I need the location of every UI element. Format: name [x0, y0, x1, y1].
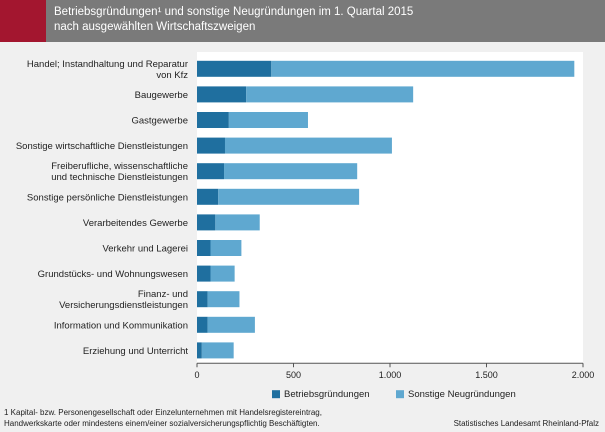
legend-label-sonstige: Sonstige Neugründungen	[408, 389, 516, 400]
legend-swatch-sonstige	[396, 390, 404, 399]
bar-sonstige-neugruendungen	[210, 265, 235, 282]
bar-betriebsgruendungen	[197, 86, 247, 103]
x-tick-label: 1.500	[475, 370, 498, 380]
bar-sonstige-neugruendungen	[215, 214, 260, 231]
source-note: Statistisches Landesamt Rheinland-Pfalz	[453, 419, 599, 428]
bar-betriebsgruendungen	[197, 240, 211, 256]
footnote-line1: 1 Kapital- bzw. Personengesellschaft ode…	[4, 408, 322, 417]
bar-sonstige-neugruendungen	[228, 112, 308, 128]
bar-betriebsgruendungen	[197, 291, 208, 308]
bar-betriebsgruendungen	[197, 60, 272, 77]
chart-title-line2: nach ausgewählten Wirtschaftszweigen	[54, 21, 256, 33]
title-bar: Betriebsgründungen¹ und sonstige Neugrün…	[0, 0, 605, 42]
bar-betriebsgruendungen	[197, 188, 219, 205]
category-label: Sonstige wirtschaftliche Dienstleistunge…	[16, 141, 188, 152]
title-accent	[0, 0, 46, 42]
category-label: Verarbeitendes Gewerbe	[83, 218, 188, 229]
legend-label-betriebsgruendungen: Betriebsgründungen	[284, 389, 370, 400]
category-label: Handel; Instandhaltung und Reparatur	[27, 59, 188, 70]
category-label: Finanz- und	[138, 289, 188, 300]
category-label: Freiberufliche, wissenschaftliche	[51, 161, 188, 172]
category-label: Information und Kommunikation	[54, 320, 188, 331]
category-label: Baugewerbe	[135, 90, 188, 101]
category-label: Erziehung und Unterricht	[83, 346, 188, 357]
footnote-line2: Handwerkskarte oder mindestens einem/ein…	[4, 419, 320, 428]
category-label: und technische Dienstleistungen	[51, 172, 188, 183]
bar-betriebsgruendungen	[197, 112, 229, 128]
chart-title-line1: Betriebsgründungen¹ und sonstige Neugrün…	[54, 6, 414, 18]
category-label: Versicherungsdienstleistungen	[59, 300, 188, 311]
category-label: Verkehr und Lagerei	[102, 244, 188, 255]
category-label: Grundstücks- und Wohnungswesen	[38, 269, 188, 280]
bar-betriebsgruendungen	[197, 265, 211, 282]
bar-sonstige-neugruendungen	[224, 137, 392, 154]
x-tick-label: 2.000	[572, 370, 595, 380]
legend-swatch-betriebsgruendungen	[272, 390, 280, 399]
bar-sonstige-neugruendungen	[218, 188, 360, 205]
bar-betriebsgruendungen	[197, 163, 225, 180]
category-label: von Kfz	[156, 70, 188, 81]
bar-sonstige-neugruendungen	[210, 240, 242, 256]
category-label: Sonstige persönliche Dienstleistungen	[27, 192, 188, 203]
bar-betriebsgruendungen	[197, 137, 225, 154]
bar-sonstige-neugruendungen	[207, 316, 255, 333]
bar-sonstige-neugruendungen	[271, 60, 575, 77]
bar-betriebsgruendungen	[197, 316, 208, 333]
bar-sonstige-neugruendungen	[224, 163, 358, 180]
x-tick-label: 1.000	[379, 370, 402, 380]
bar-sonstige-neugruendungen	[246, 86, 414, 103]
stacked-bar-chart: 0 500 1.000 1.500 2.000 Handel; Instandhaltun…	[16, 52, 595, 400]
bar-betriebsgruendungen	[197, 214, 216, 231]
x-tick-label: 0	[194, 370, 199, 380]
bar-sonstige-neugruendungen	[207, 291, 240, 308]
bar-sonstige-neugruendungen	[201, 342, 234, 359]
category-label: Gastgewerbe	[131, 116, 188, 127]
plot-area	[197, 52, 583, 364]
bar-betriebsgruendungen	[197, 342, 202, 359]
x-tick-label: 500	[286, 370, 301, 380]
